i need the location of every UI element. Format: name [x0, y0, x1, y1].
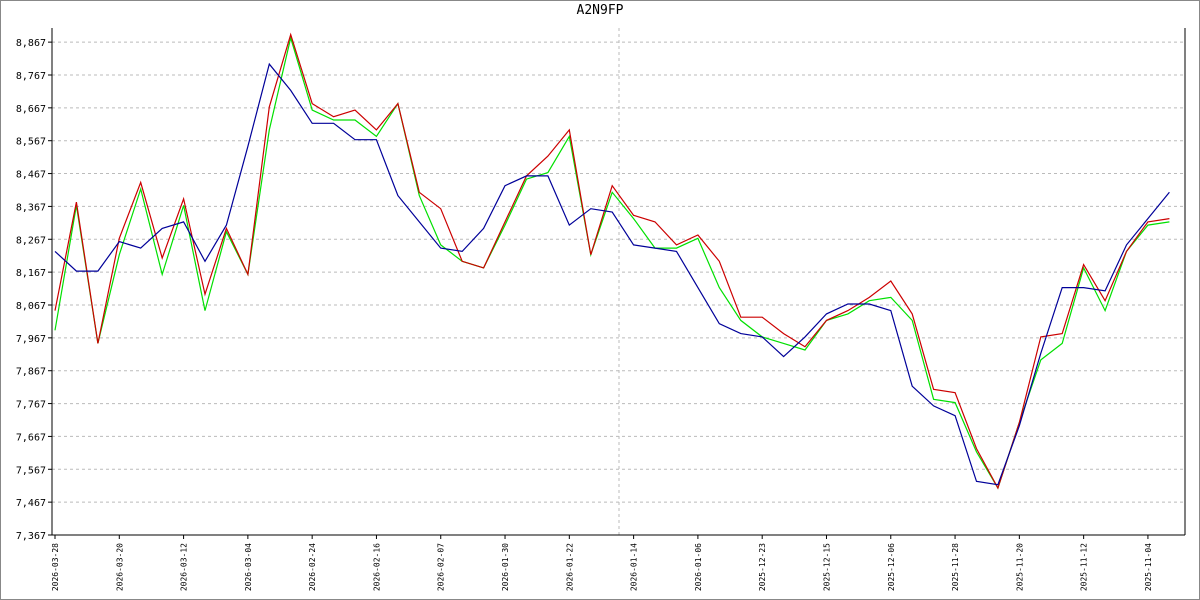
- y-tick-label: 7,767: [16, 400, 46, 411]
- x-tick-label: 2026-03-28: [51, 543, 60, 591]
- x-tick-label: 2025-12-15: [822, 543, 831, 591]
- y-tick-label: 8,567: [16, 137, 46, 148]
- x-tick-label: 2026-03-12: [180, 543, 189, 591]
- y-tick-label: 7,667: [16, 432, 46, 443]
- x-tick-label: 2025-12-23: [758, 543, 767, 591]
- x-tick-label: 2025-11-12: [1080, 543, 1089, 591]
- x-tick-label: 2026-01-22: [565, 543, 574, 591]
- y-tick-label: 7,567: [16, 465, 46, 476]
- y-tick-label: 7,367: [16, 531, 46, 542]
- y-tick-label: 8,767: [16, 71, 46, 82]
- x-tick-label: 2026-02-07: [437, 543, 446, 591]
- y-tick-label: 7,867: [16, 367, 46, 378]
- x-tick-label: 2026-03-04: [244, 543, 253, 591]
- series-line: [54, 32, 1170, 490]
- x-tick-label: 2026-03-20: [115, 543, 124, 591]
- y-tick-label: 8,467: [16, 170, 46, 181]
- y-tick-label: 8,167: [16, 268, 46, 279]
- x-tick-label: 2025-12-06: [887, 543, 896, 591]
- y-tick-label: 8,867: [16, 38, 46, 49]
- x-tick-label: 2026-01-06: [694, 543, 703, 591]
- x-tick-label: 2025-11-04: [1144, 543, 1153, 591]
- chart-title: A2N9FP: [577, 3, 624, 18]
- y-tick-label: 8,667: [16, 104, 46, 115]
- y-tick-label: 8,067: [16, 301, 46, 312]
- y-tick-label: 7,467: [16, 498, 46, 509]
- series-line: [54, 62, 1170, 486]
- x-tick-label: 2025-11-20: [1015, 543, 1024, 591]
- x-tick-label: 2025-11-28: [951, 543, 960, 591]
- y-tick-label: 7,967: [16, 334, 46, 345]
- x-tick-label: 2026-02-16: [372, 543, 381, 591]
- y-tick-label: 8,367: [16, 202, 46, 213]
- x-tick-label: 2026-01-14: [630, 543, 639, 591]
- x-tick-label: 2026-01-30: [501, 543, 510, 591]
- y-tick-label: 8,267: [16, 235, 46, 246]
- x-tick-label: 2026-02-24: [308, 543, 317, 591]
